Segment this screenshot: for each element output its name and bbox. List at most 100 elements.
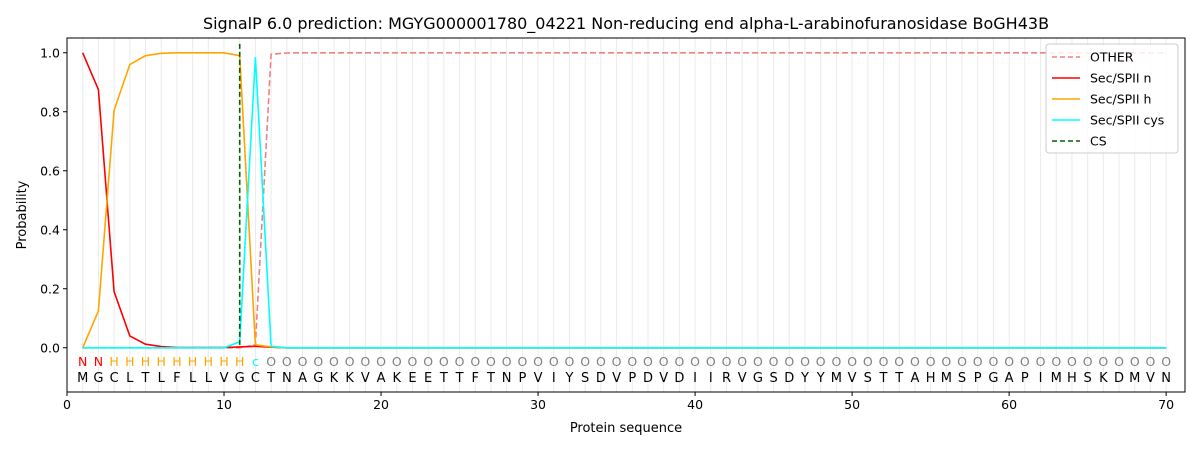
region-label: O (1098, 354, 1108, 369)
region-label: O (894, 354, 904, 369)
residue-label: T (266, 371, 275, 386)
y-axis-label: Probability (15, 180, 30, 249)
residue-label: N (1161, 371, 1171, 386)
region-label: O (549, 354, 559, 369)
region-label: H (172, 354, 181, 369)
residue-label: T (879, 371, 888, 386)
region-label: H (125, 354, 134, 369)
x-tick-label: 10 (216, 397, 232, 412)
region-label: O (1036, 354, 1046, 369)
region-label: O (486, 354, 496, 369)
residue-label: G (235, 371, 245, 386)
residue-label: P (518, 371, 526, 386)
region-label: O (1114, 354, 1124, 369)
region-label: O (643, 354, 653, 369)
region-label: O (282, 354, 292, 369)
residue-label: V (534, 371, 543, 386)
residue-label: A (910, 371, 919, 386)
residue-label: E (424, 371, 432, 386)
region-label: O (502, 354, 512, 369)
region-label: O (517, 354, 527, 369)
region-label: O (1130, 354, 1140, 369)
region-label: O (376, 354, 386, 369)
region-label: O (596, 354, 606, 369)
residue-label: E (408, 371, 416, 386)
residue-label: D (1114, 371, 1124, 386)
x-tick-label: 0 (63, 397, 71, 412)
region-label: O (1004, 354, 1014, 369)
residue-label: L (205, 371, 213, 386)
region-label: H (141, 354, 150, 369)
residue-label: P (974, 371, 982, 386)
residue-label: Y (800, 371, 809, 386)
legend-label: OTHER (1090, 50, 1134, 65)
residue-label: K (1099, 371, 1108, 386)
region-label: O (957, 354, 967, 369)
legend-label: Sec/SPII h (1090, 92, 1151, 107)
region-label: O (266, 354, 276, 369)
residue-label: A (298, 371, 307, 386)
residue-label: K (392, 371, 401, 386)
residue-label: L (158, 371, 166, 386)
residue-label: R (722, 371, 731, 386)
residue-label: V (361, 371, 370, 386)
region-label: O (1051, 354, 1061, 369)
residue-label: P (1021, 371, 1029, 386)
region-label: O (1146, 354, 1156, 369)
region-label: O (816, 354, 826, 369)
residue-label: G (313, 371, 323, 386)
residue-label: T (486, 371, 495, 386)
region-label: O (1067, 354, 1077, 369)
region-label: O (470, 354, 480, 369)
series-line-other (82, 51, 1167, 349)
residue-label: V (220, 371, 229, 386)
residue-label: M (831, 371, 842, 386)
region-label: O (408, 354, 418, 369)
residue-label: V (848, 371, 857, 386)
x-tick-label: 40 (687, 397, 703, 412)
residue-label: M (1051, 371, 1062, 386)
grid-lines (82, 38, 1167, 392)
region-label: O (439, 354, 449, 369)
region-label: O (313, 354, 323, 369)
residue-label: M (1129, 371, 1140, 386)
x-tick-label: 20 (373, 397, 389, 412)
region-label: H (219, 354, 228, 369)
region-label: O (690, 354, 700, 369)
y-tick-label: 0.2 (40, 281, 60, 296)
residue-label: C (110, 371, 119, 386)
region-label: O (879, 354, 889, 369)
residue-label: N (502, 371, 512, 386)
legend-label: CS (1090, 134, 1107, 149)
y-tick-label: 0.0 (40, 340, 60, 355)
residue-label: A (1005, 371, 1014, 386)
region-label: c (252, 354, 259, 369)
residue-label: G (988, 371, 998, 386)
region-label: H (109, 354, 118, 369)
residue-label: V (659, 371, 668, 386)
residue-label: T (894, 371, 903, 386)
residue-label: M (941, 371, 952, 386)
residue-label: N (282, 371, 292, 386)
region-label: N (94, 354, 103, 369)
residue-label: D (596, 371, 606, 386)
region-label: O (345, 354, 355, 369)
y-tick-label: 0.8 (40, 104, 60, 119)
legend-box (1045, 43, 1179, 154)
residue-label: T (439, 371, 448, 386)
region-label: O (455, 354, 465, 369)
legend-label: Sec/SPII cys (1090, 113, 1164, 128)
region-label: O (533, 354, 543, 369)
residue-label: Y (564, 371, 573, 386)
region-label: O (941, 354, 951, 369)
residue-label: A (377, 371, 386, 386)
region-label: O (973, 354, 983, 369)
region-label: O (1161, 354, 1171, 369)
residue-label: H (1067, 371, 1077, 386)
x-ticks: 0 10 20 30 40 50 60 70 (63, 392, 1174, 412)
residue-label: L (126, 371, 134, 386)
region-label: O (706, 354, 716, 369)
residue-label: V (1146, 371, 1155, 386)
residue-label: V (738, 371, 747, 386)
